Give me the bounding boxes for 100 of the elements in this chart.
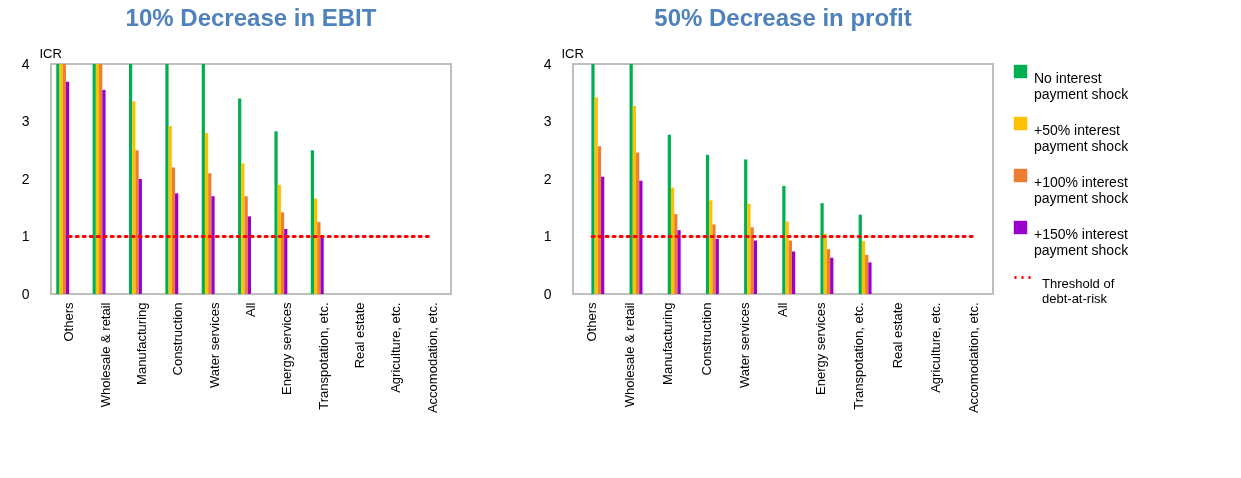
bar [705, 154, 710, 294]
y-tick-label: 3 [21, 113, 30, 129]
bar [284, 229, 288, 294]
bar [753, 240, 758, 294]
bar [597, 146, 602, 294]
x-tick-label: Manufacturing [660, 302, 676, 385]
x-tick-label: All [243, 302, 258, 317]
x-tick-label: Manufacturing [133, 302, 149, 385]
bar [677, 230, 681, 294]
bar [201, 64, 205, 294]
bar [667, 134, 671, 294]
bar [747, 203, 751, 294]
bar [175, 193, 179, 294]
bar [782, 185, 786, 294]
bar [92, 64, 96, 294]
x-tick-label: Accomodation, etc. [424, 302, 440, 414]
x-tick-label: Construction [698, 302, 714, 376]
x-tick-label: Real estate [889, 302, 905, 369]
x-tick-label: Wholesale & retail [622, 302, 638, 408]
legend-label: +50% interest payment shock [1034, 121, 1130, 154]
bar [204, 133, 209, 294]
bar [277, 184, 281, 294]
bar [712, 224, 716, 294]
y-tick-label: 2 [21, 170, 30, 187]
y-axis-title: ICR [561, 45, 584, 61]
x-tick-label: Others [61, 302, 77, 342]
bar [861, 241, 866, 294]
y-tick-label: 2 [543, 170, 552, 187]
bar [247, 216, 251, 294]
bar [750, 227, 754, 294]
x-tick-label: Construction [170, 302, 186, 376]
y-tick-label: 4 [21, 55, 30, 72]
bar [274, 131, 278, 294]
chart-title: 10% Decrease in EBIT [125, 4, 377, 31]
legend-label: +150% interest payment shock [1034, 225, 1130, 258]
bar [241, 163, 245, 294]
x-tick-label: Agriculture, etc. [388, 302, 404, 393]
bar [858, 214, 862, 294]
bar [674, 214, 678, 294]
bar [102, 89, 106, 294]
chart-title: 50% Decrease in profit [654, 4, 912, 31]
x-tick-label: Others [584, 302, 600, 342]
bar [95, 64, 100, 294]
bar [138, 179, 142, 294]
x-tick-label: Transpotation, etc. [851, 302, 867, 410]
bar [865, 254, 869, 294]
bar [830, 257, 834, 294]
bar [820, 203, 824, 294]
bar [135, 150, 139, 294]
bar [99, 64, 103, 294]
bar [594, 97, 598, 294]
x-tick-label: Accomodation, etc. [965, 302, 981, 414]
bar [791, 251, 796, 294]
bar [709, 200, 713, 294]
bar [320, 237, 324, 294]
y-tick-label: 4 [543, 55, 552, 72]
bar [639, 180, 643, 294]
bar [244, 196, 248, 294]
bar [632, 105, 637, 294]
legend-label: No interest payment shock [1034, 69, 1130, 102]
bar [65, 81, 70, 294]
bar [629, 64, 633, 294]
bar [826, 249, 831, 294]
bar [211, 196, 215, 294]
bar [238, 98, 242, 294]
legend-label: +100% interest payment shock [1034, 173, 1130, 206]
bar [785, 221, 789, 294]
y-tick-label: 0 [543, 285, 552, 302]
bar [636, 152, 640, 294]
bar [128, 64, 133, 294]
x-tick-label: Water services [206, 302, 222, 388]
x-tick-label: All [775, 302, 790, 317]
bar [310, 150, 315, 294]
x-tick-label: Agriculture, etc. [927, 302, 943, 393]
bar [601, 176, 605, 294]
y-tick-label: 1 [21, 228, 30, 244]
legend-label: Threshold of debt-at-risk [1042, 275, 1115, 306]
bar [317, 222, 321, 294]
x-tick-label: Energy services [813, 302, 829, 395]
bar [591, 64, 595, 294]
y-tick-label: 1 [543, 228, 552, 244]
y-tick-label: 3 [543, 113, 552, 129]
bar [715, 238, 719, 294]
bar [788, 240, 792, 294]
bar [744, 159, 748, 294]
x-tick-label: Transpotation, etc. [315, 302, 331, 410]
x-tick-label: Wholesale & retail [97, 302, 113, 408]
bar [670, 187, 675, 294]
bar [132, 101, 136, 294]
x-tick-label: Energy services [279, 302, 295, 395]
bar [171, 167, 176, 294]
bar [868, 262, 872, 294]
bar [165, 64, 169, 294]
x-tick-label: Water services [736, 302, 752, 388]
y-axis-title: ICR [39, 45, 62, 61]
bar [280, 212, 285, 294]
x-tick-label: Real estate [352, 302, 368, 369]
y-tick-label: 0 [21, 285, 30, 302]
bar [208, 173, 212, 294]
bar [168, 126, 172, 294]
